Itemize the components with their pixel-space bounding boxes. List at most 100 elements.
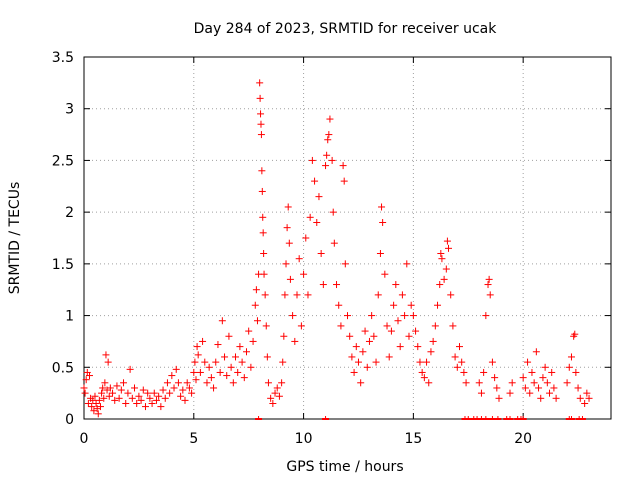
- data-point: [346, 332, 354, 340]
- data-point: [488, 358, 496, 366]
- data-point: [166, 389, 174, 397]
- data-point: [442, 265, 450, 273]
- data-point: [337, 322, 345, 330]
- data-point: [113, 382, 121, 390]
- data-point: [135, 392, 143, 400]
- data-point: [242, 348, 250, 356]
- data-point: [177, 392, 185, 400]
- data-point: [258, 167, 266, 175]
- data-point: [194, 351, 202, 359]
- data-point: [434, 301, 442, 309]
- data-point: [528, 368, 536, 376]
- data-point: [357, 379, 365, 387]
- data-point: [161, 394, 169, 402]
- data-point: [264, 379, 272, 387]
- data-point: [407, 301, 415, 309]
- baseline-marker: [482, 416, 490, 420]
- data-point: [436, 281, 444, 289]
- data-point: [392, 281, 400, 289]
- data-point: [117, 386, 125, 394]
- data-point: [273, 384, 281, 392]
- data-point: [541, 363, 549, 371]
- data-point: [256, 79, 264, 87]
- data-point: [485, 275, 493, 283]
- data-point: [506, 389, 514, 397]
- data-point: [216, 368, 224, 376]
- data-point: [170, 384, 178, 392]
- baseline-marker: [519, 416, 527, 420]
- data-point: [521, 384, 529, 392]
- data-point: [96, 403, 104, 411]
- data-point: [109, 389, 117, 397]
- data-point: [491, 374, 499, 382]
- data-point: [210, 384, 218, 392]
- data-point: [131, 384, 139, 392]
- data-point: [214, 341, 222, 349]
- y-tick-label: 0: [65, 412, 74, 428]
- data-point: [530, 379, 538, 387]
- data-point: [387, 327, 395, 335]
- data-point: [157, 403, 165, 411]
- data-point: [218, 317, 226, 325]
- data-point: [344, 312, 351, 320]
- data-point: [401, 312, 409, 320]
- baseline-marker: [567, 416, 575, 420]
- data-point: [462, 379, 470, 387]
- y-tick-label: 0.5: [52, 360, 74, 376]
- data-point: [420, 374, 428, 382]
- data-point: [234, 368, 242, 376]
- data-point: [440, 275, 448, 283]
- data-point: [328, 156, 336, 164]
- data-point: [80, 384, 88, 392]
- data-point: [111, 396, 119, 404]
- data-point: [293, 291, 301, 299]
- y-tick-label: 1: [65, 309, 74, 325]
- plot-area-border: [83, 56, 612, 420]
- data-point: [282, 260, 290, 268]
- data-point: [352, 343, 360, 351]
- data-point: [141, 403, 149, 411]
- data-point: [495, 394, 503, 402]
- data-point: [398, 291, 406, 299]
- data-point: [249, 337, 257, 345]
- data-point: [269, 399, 277, 407]
- data-point: [240, 374, 248, 382]
- data-point: [458, 358, 466, 366]
- data-point: [405, 332, 413, 340]
- data-point: [571, 330, 579, 338]
- data-point: [227, 363, 235, 371]
- data-point: [308, 156, 316, 164]
- data-point: [84, 399, 92, 407]
- data-point: [185, 384, 193, 392]
- data-point: [91, 392, 99, 400]
- data-point: [317, 250, 325, 258]
- data-point: [475, 379, 483, 387]
- data-point: [339, 162, 347, 170]
- data-point: [425, 379, 433, 387]
- data-point: [306, 213, 314, 221]
- data-point: [181, 396, 189, 404]
- data-point: [311, 177, 319, 185]
- data-point: [325, 131, 333, 139]
- data-point: [286, 275, 294, 283]
- data-point: [98, 389, 106, 397]
- data-point: [267, 394, 275, 402]
- data-point: [124, 389, 132, 397]
- data-point: [385, 353, 393, 361]
- data-point: [271, 389, 279, 397]
- data-point: [574, 384, 582, 392]
- data-point: [278, 379, 286, 387]
- data-point: [155, 392, 163, 400]
- data-point: [565, 363, 573, 371]
- data-point: [283, 224, 291, 232]
- data-point: [535, 384, 543, 392]
- data-point: [333, 281, 341, 289]
- data-point: [370, 332, 378, 340]
- data-point: [257, 120, 265, 128]
- data-point: [383, 322, 391, 330]
- data-point: [295, 255, 303, 263]
- x-tick-label: 5: [189, 431, 198, 447]
- data-point: [229, 379, 237, 387]
- data-point: [262, 322, 270, 330]
